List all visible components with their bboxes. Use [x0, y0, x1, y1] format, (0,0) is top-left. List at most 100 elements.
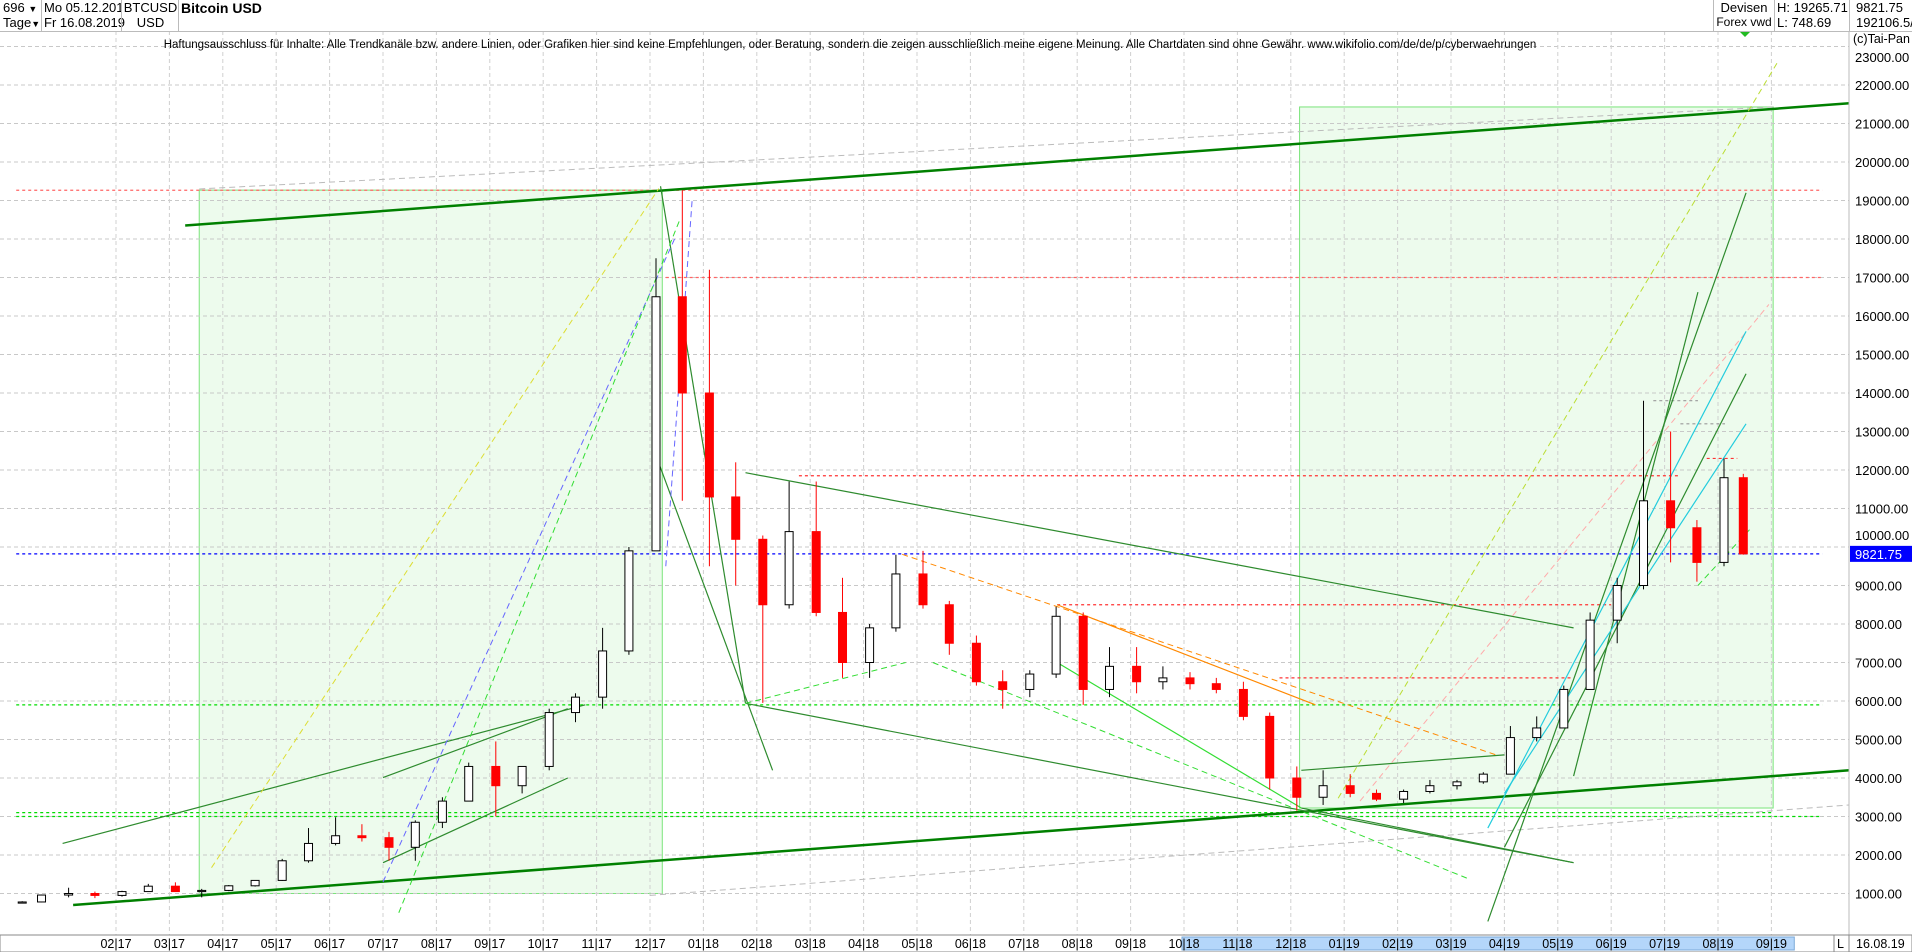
y-tick-label: 9000.00 — [1855, 579, 1902, 594]
x-tick-label: 10|17 — [528, 937, 559, 951]
x-tick-label: 06|18 — [955, 937, 986, 951]
candle-body — [117, 891, 127, 896]
log-toggle[interactable]: L — [1837, 937, 1844, 951]
trendline — [199, 106, 1774, 190]
candle-body — [64, 893, 74, 896]
candle-body — [1666, 500, 1676, 529]
x-tick-label: 04|19 — [1489, 937, 1520, 951]
x-tick-label: 09|18 — [1115, 937, 1146, 951]
candle-body — [90, 893, 100, 896]
y-tick-label: 3000.00 — [1855, 810, 1902, 825]
y-tick-label: 17000.00 — [1855, 271, 1909, 286]
trendline — [745, 472, 1574, 629]
candle-body — [1265, 715, 1275, 779]
trendline — [185, 102, 1850, 227]
x-tick-label: 02|17 — [100, 937, 131, 951]
low-value: L: 748.69 — [1777, 15, 1832, 30]
candle-body — [758, 538, 768, 606]
y-axis: 1000.00 2000.00 3000.00 4000.00 5000.00 6000.… — [1848, 31, 1912, 952]
candle-body — [410, 821, 420, 848]
market: Devisen — [1720, 0, 1768, 15]
y-tick-label: 15000.00 — [1855, 348, 1909, 363]
candle-body — [37, 894, 47, 903]
x-tick-label: 04|17 — [207, 937, 238, 951]
period: Tage — [3, 15, 32, 30]
currency: USD — [136, 15, 165, 30]
candle-body — [517, 765, 527, 787]
candle-body — [891, 573, 901, 629]
y-tick-label: 12000.00 — [1855, 463, 1909, 478]
y-tick-label: 11000.00 — [1855, 502, 1908, 517]
copyright: (c)Tai-Pan — [1853, 32, 1910, 46]
candle-body — [1692, 527, 1702, 563]
y-tick-label: 7000.00 — [1855, 656, 1902, 671]
candle-body — [677, 296, 687, 394]
candle-body — [384, 837, 394, 848]
candle-body — [544, 712, 554, 767]
y-tick-label: 20000.00 — [1855, 155, 1909, 170]
y-tick-label: 21000.00 — [1855, 117, 1909, 132]
trendline — [932, 662, 1467, 879]
candle-body — [143, 885, 153, 893]
candle-body — [571, 696, 581, 714]
symbol: BTCUSD — [123, 0, 178, 15]
candle-body — [811, 531, 821, 613]
x-tick-label: 08|19 — [1702, 937, 1733, 951]
candle-body — [998, 681, 1008, 690]
candle-body — [1719, 477, 1729, 563]
candle-body — [1505, 737, 1515, 775]
x-tick-label: 09|17 — [474, 937, 505, 951]
candle-body — [1639, 500, 1649, 586]
x-tick-label: 05|18 — [901, 937, 932, 951]
x-axis[interactable]: 02|17 03|17 04|17 05|17 06|17 07|17 08|17 09|17… — [0, 934, 1912, 952]
candle-body — [1425, 785, 1435, 792]
x-range-highlight — [1181, 936, 1795, 951]
candle-body — [1132, 665, 1142, 683]
trendline — [658, 462, 774, 771]
candle-body — [1559, 688, 1569, 729]
x-tick-label: 05|17 — [261, 937, 292, 951]
end-date[interactable]: Fr 16.08.2019 — [44, 15, 125, 30]
y-tick-label: 5000.00 — [1855, 733, 1902, 748]
trendline — [659, 186, 747, 704]
candle-body — [197, 889, 207, 893]
trendline — [1487, 192, 1747, 922]
x-tick-label: 07|18 — [1008, 937, 1039, 951]
y-tick-label: 22000.00 — [1855, 78, 1909, 93]
x-tick-label: 04|18 — [848, 937, 879, 951]
candle-body — [357, 835, 367, 839]
x-tick-label: 01|19 — [1329, 937, 1360, 951]
candle-body — [170, 885, 180, 893]
x-tick-label: 12|17 — [634, 937, 665, 951]
x-tick-label: 02|19 — [1382, 937, 1413, 951]
x-tick-label: 06|17 — [314, 937, 345, 951]
start-date[interactable]: Mo 05.12.2016 — [44, 0, 121, 15]
period-dropdown[interactable]: Tage▼ — [3, 15, 40, 30]
x-tick-label: 07|19 — [1649, 937, 1680, 951]
trendline — [382, 777, 569, 864]
candle-body — [918, 573, 928, 606]
trendline — [1503, 423, 1747, 794]
bars-count-dropdown[interactable]: 696 ▼ — [3, 0, 37, 15]
candle-body — [1051, 615, 1061, 675]
candle-body — [731, 496, 741, 540]
candle-body — [224, 885, 234, 891]
zone-box — [1299, 106, 1774, 809]
y-tick-label: 4000.00 — [1855, 771, 1902, 786]
y-tick-label: 16000.00 — [1855, 309, 1909, 324]
trendline — [745, 702, 1574, 864]
candle-body — [865, 627, 875, 663]
horizontal-levels — [16, 189, 1823, 818]
x-tick-label: 06|19 — [1596, 937, 1627, 951]
candle-body — [491, 765, 501, 787]
x-tick-label: 12|18 — [1275, 937, 1306, 951]
trendline — [382, 708, 568, 779]
candle-body — [1612, 585, 1622, 621]
x-tick-label: 03|17 — [154, 937, 185, 951]
y-tick-label: 8000.00 — [1855, 617, 1902, 632]
trendline — [1359, 304, 1770, 802]
x-tick-label: 03|18 — [795, 937, 826, 951]
disclaimer-text: Haftungsausschluss für Inhalte: Alle Tre… — [163, 39, 1537, 51]
candle-body — [1105, 665, 1115, 690]
